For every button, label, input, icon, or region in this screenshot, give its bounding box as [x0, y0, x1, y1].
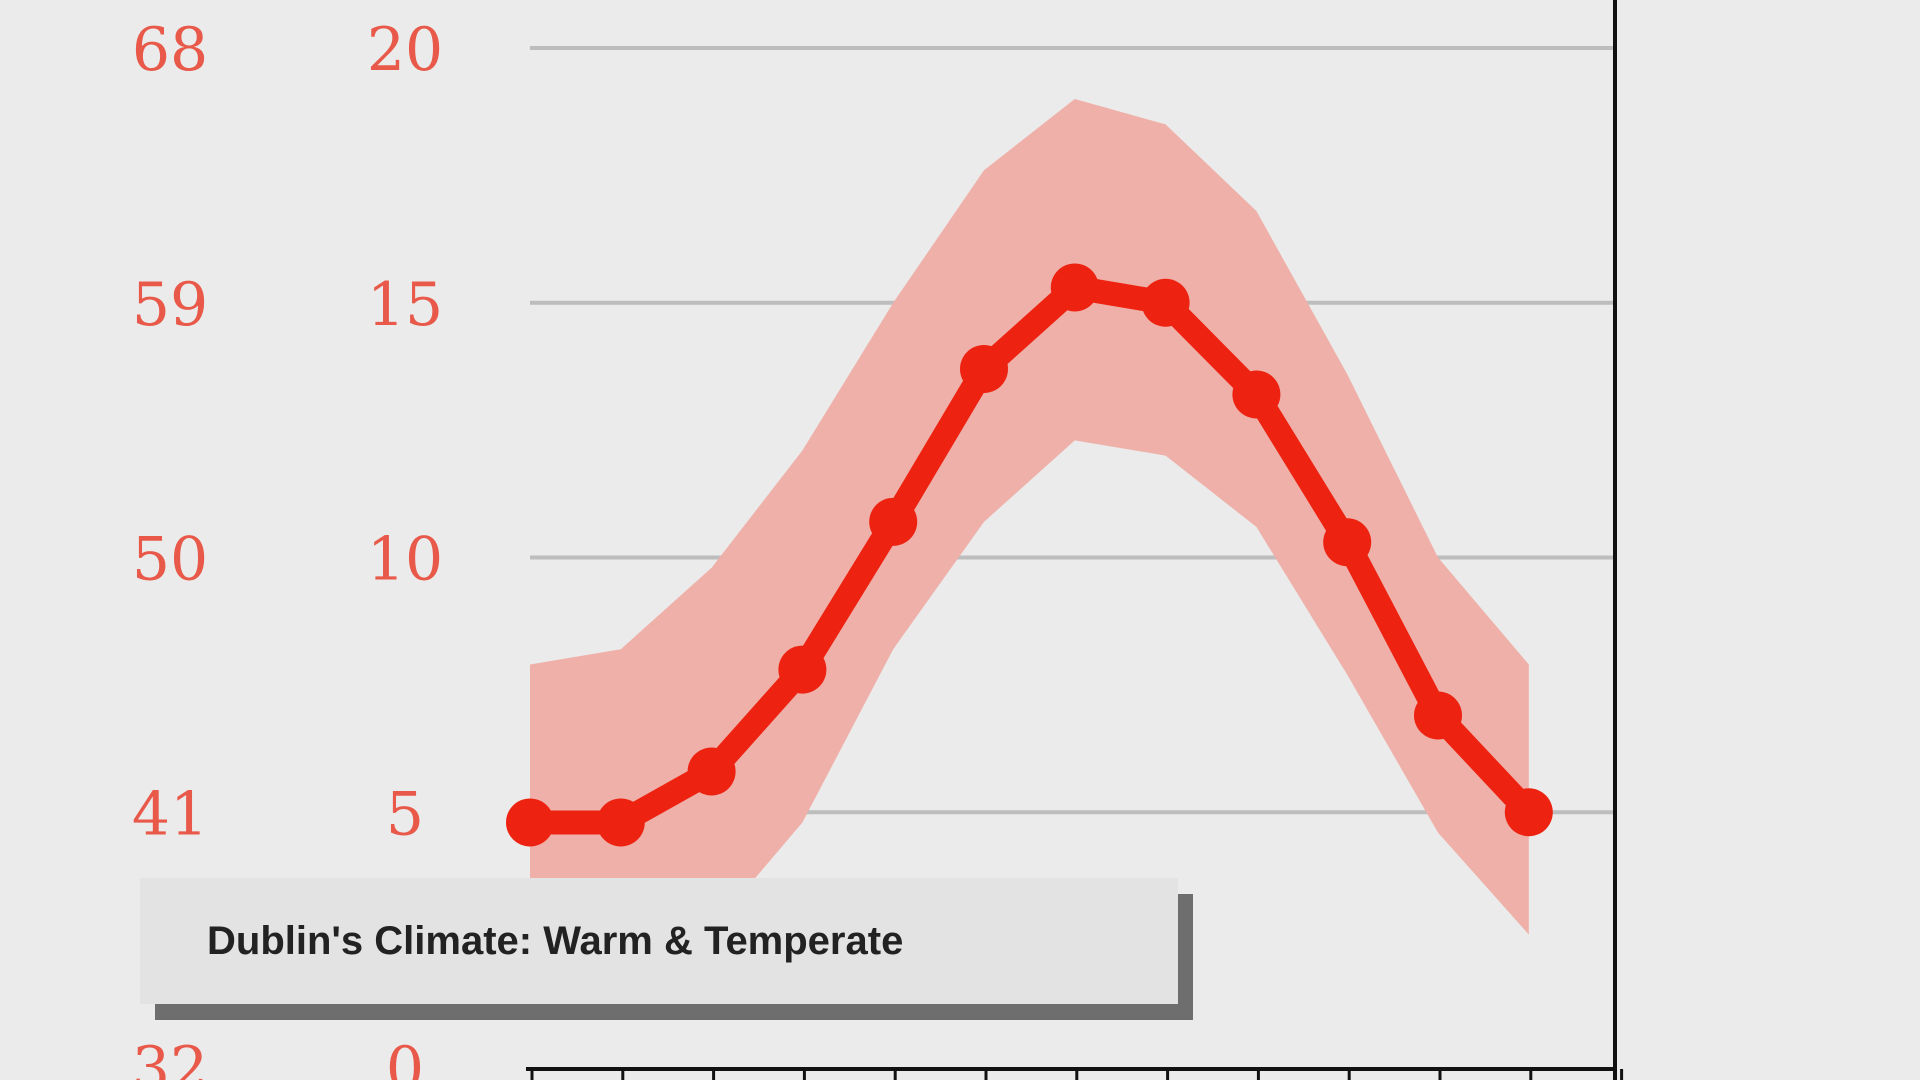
data-point-1: [596, 798, 645, 847]
tick-label-c-5: 5: [386, 779, 424, 849]
caption-banner: Dublin's Climate: Warm & Temperate: [140, 878, 1178, 1004]
data-point-3: [778, 645, 827, 694]
data-point-0: [506, 798, 554, 847]
data-point-5: [960, 344, 1008, 393]
range-band-area: [530, 98, 1529, 945]
data-point-7: [1141, 278, 1190, 327]
tick-label-c-15: 15: [367, 270, 443, 340]
data-point-11: [1504, 788, 1553, 837]
tick-label-c-0: 0: [386, 1034, 424, 1080]
tick-label-c-20: 20: [367, 15, 443, 85]
y-axis-ticks: 20 68 15 59 10 50 5 41 0 32: [132, 15, 443, 1080]
temperature-range-band: [530, 98, 1529, 945]
tick-label-f-68: 68: [132, 15, 208, 85]
data-point-9: [1323, 518, 1372, 567]
data-point-4: [869, 497, 918, 546]
data-point-6: [1050, 263, 1099, 312]
caption-title: Dublin's Climate: Warm & Temperate: [207, 918, 904, 963]
temperature-series: [506, 263, 1553, 847]
axes: [526, 0, 1624, 1080]
tick-label-c-10: 10: [367, 525, 443, 595]
tick-label-f-50: 50: [132, 525, 208, 595]
data-point-10: [1414, 691, 1462, 740]
tick-label-f-41: 41: [132, 779, 208, 849]
tick-label-f-32: 32: [132, 1034, 208, 1080]
data-point-8: [1232, 370, 1281, 419]
tick-label-f-59: 59: [132, 270, 208, 340]
data-point-2: [687, 747, 736, 796]
